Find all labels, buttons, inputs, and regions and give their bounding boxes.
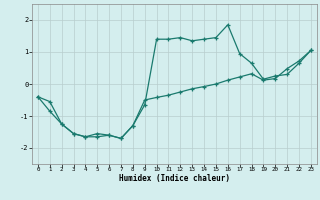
X-axis label: Humidex (Indice chaleur): Humidex (Indice chaleur) — [119, 174, 230, 183]
